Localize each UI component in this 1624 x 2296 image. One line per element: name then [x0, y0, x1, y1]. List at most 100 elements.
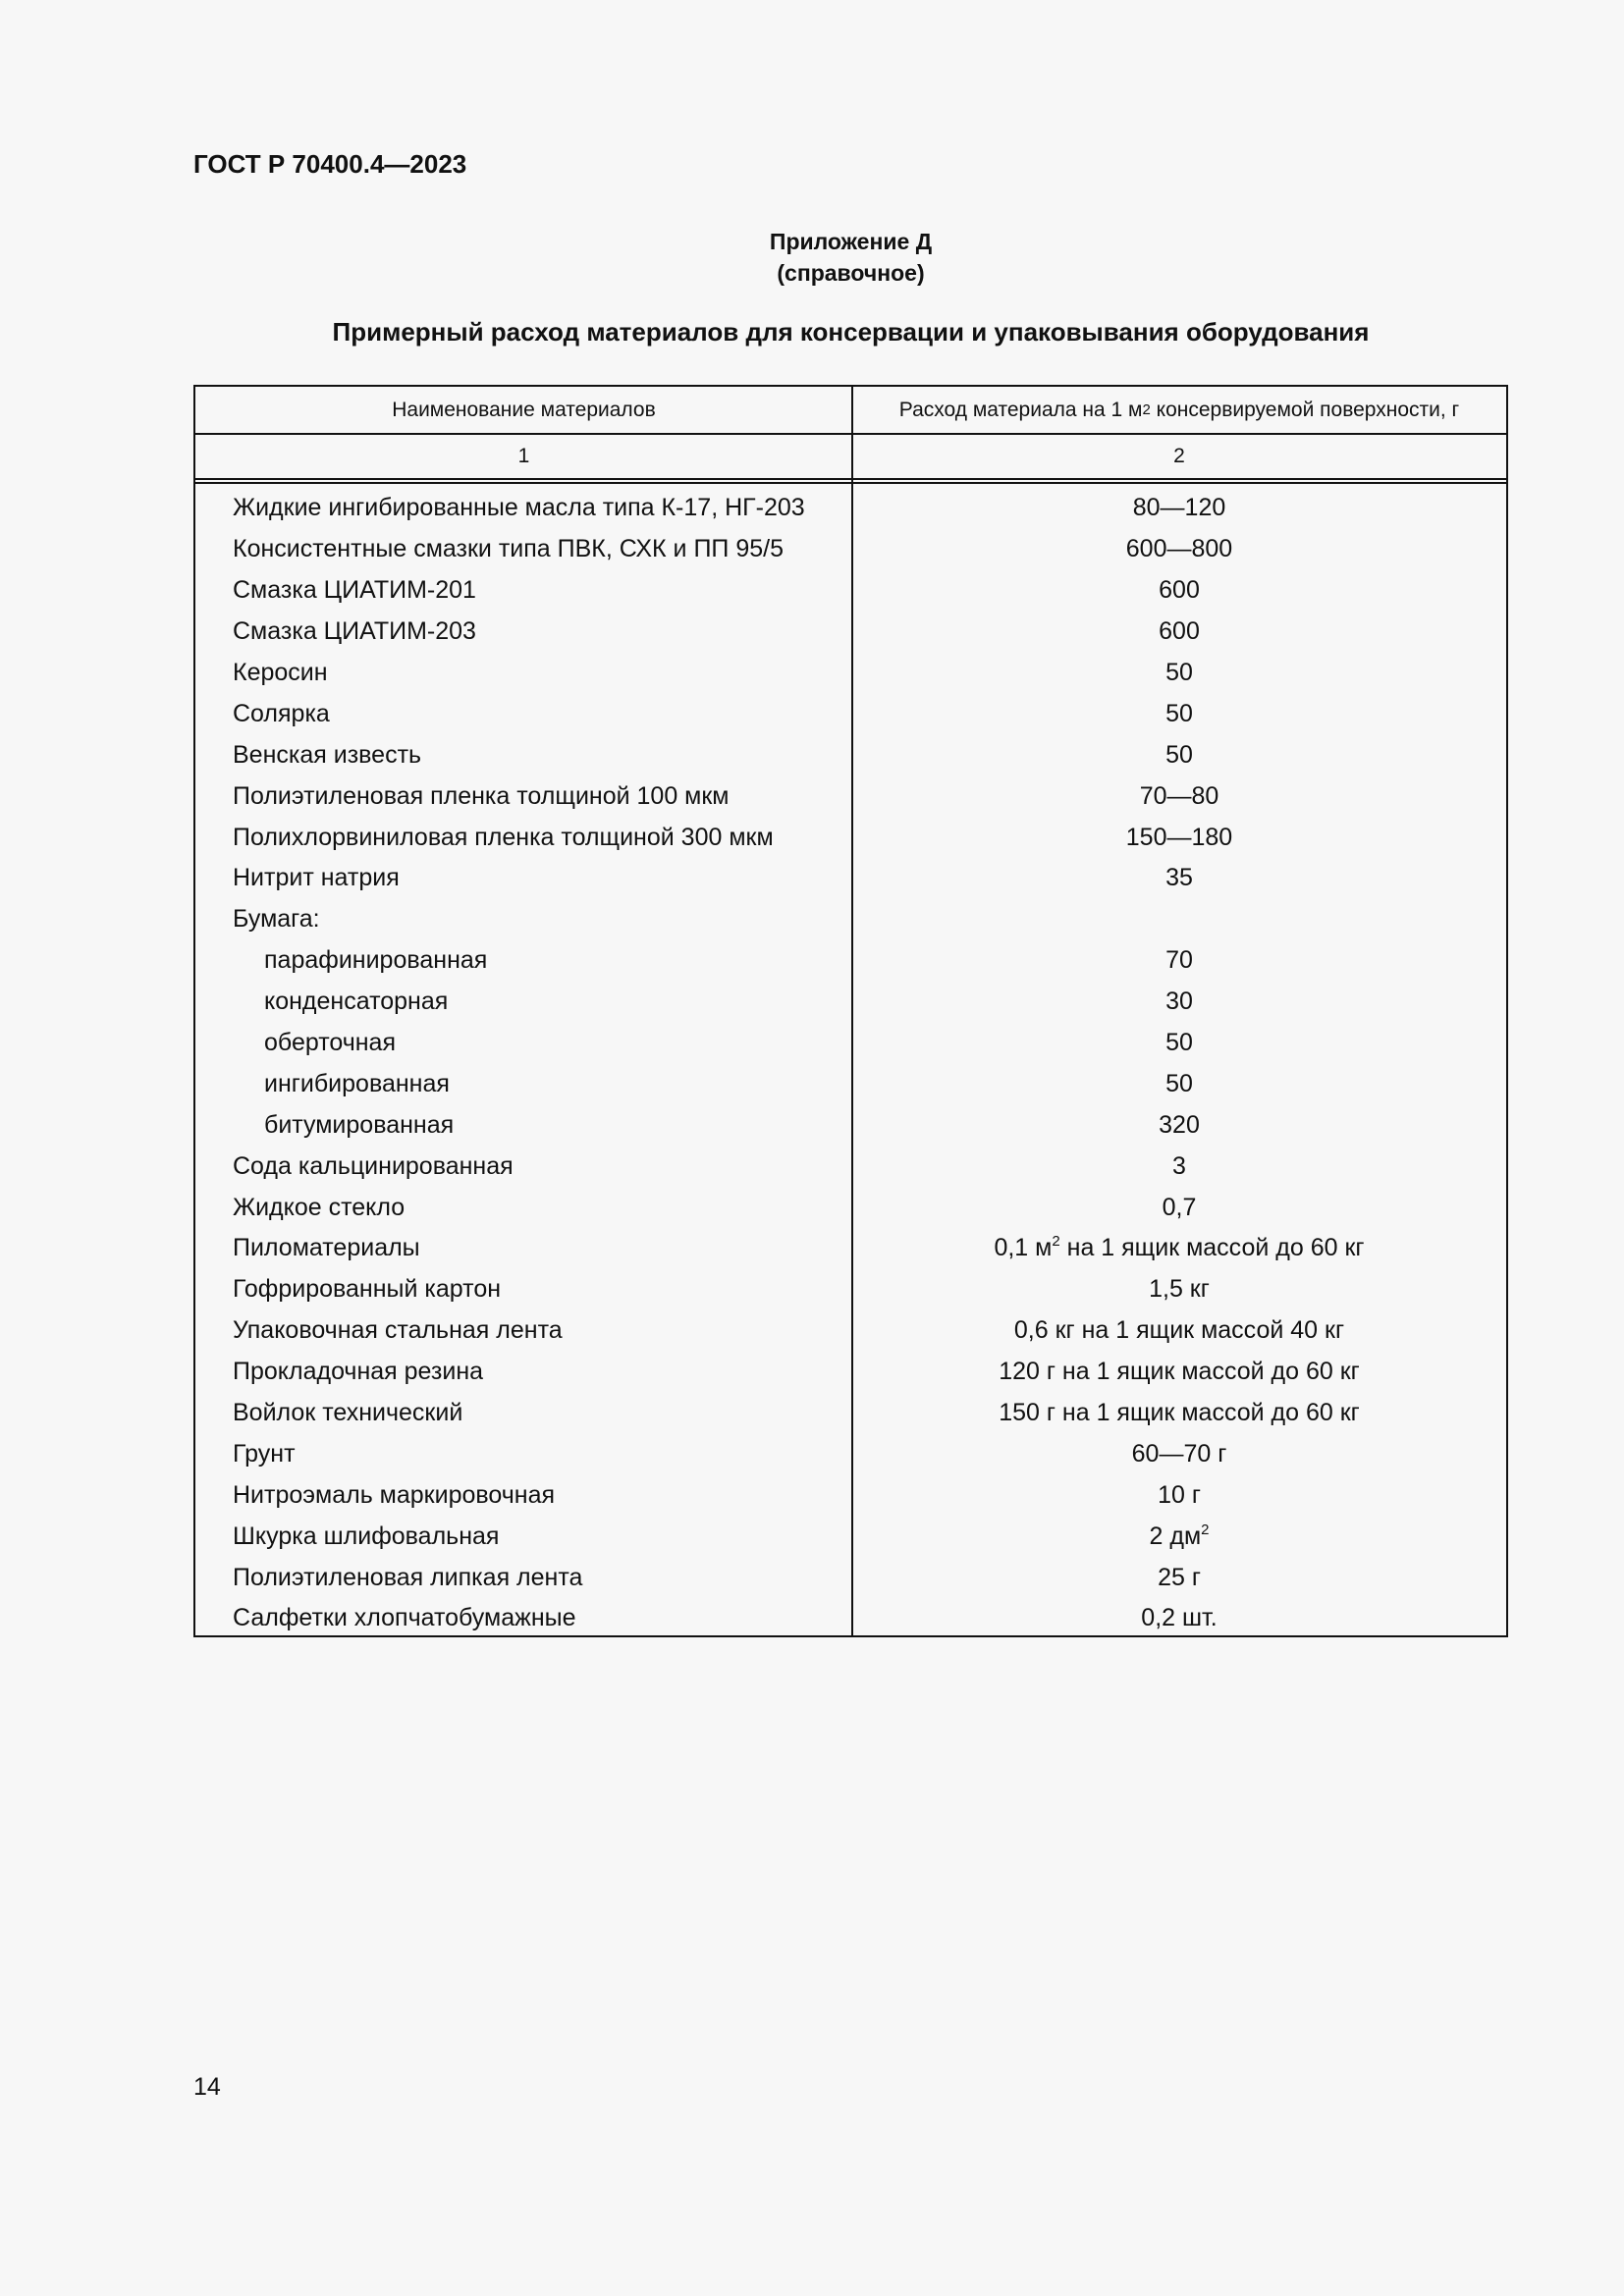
table-row: Гофрированный картон 1,5 кг: [195, 1269, 1506, 1310]
appendix-label: Приложение Д: [769, 229, 933, 254]
value-text: 0,2 шт.: [1141, 1604, 1218, 1632]
document-id: ГОСТ Р 70400.4—2023: [193, 149, 467, 179]
value-text: 25 г: [1158, 1563, 1201, 1591]
table-row: Смазка ЦИАТИМ-201 600: [195, 570, 1506, 612]
column-divider: [851, 387, 853, 1635]
table-row: битумированная 320: [195, 1104, 1506, 1146]
material-consumption: 320: [852, 1111, 1506, 1140]
table-row: конденсаторная 30: [195, 982, 1506, 1023]
material-name: битумированная: [264, 1110, 455, 1139]
material-name: Солярка: [233, 699, 330, 727]
appendix-note: (справочное): [777, 260, 925, 286]
material-consumption: 0,7: [852, 1194, 1506, 1222]
table-row: Жидкое стекло 0,7: [195, 1187, 1506, 1228]
value-text: 3: [1172, 1151, 1186, 1180]
value-text: 0,6 кг на 1 ящик массой 40 кг: [1013, 1316, 1345, 1345]
material-name: Нитроэмаль маркировочная: [233, 1480, 556, 1509]
table-row: Полиэтиленовая липкая лента 25 г: [195, 1557, 1506, 1598]
column-number-1: 1: [517, 445, 530, 467]
material-consumption: 3: [852, 1152, 1506, 1181]
table-row: Полиэтиленовая пленка толщиной 100 мкм 70…: [195, 775, 1506, 817]
material-consumption: 50: [852, 1070, 1506, 1098]
table-row: Керосин 50: [195, 653, 1506, 694]
table-row: Грунт 60—70 г: [195, 1433, 1506, 1474]
value-text: 600: [1159, 576, 1200, 605]
value-sup: 2: [1052, 1233, 1060, 1251]
material-name: Полихлорвиниловая пленка толщиной 300 мк…: [233, 823, 774, 851]
material-name: Консистентные смазки типа ПВК, СХК и ПП …: [233, 535, 784, 563]
header-text: Расход материала на 1 м: [898, 398, 1143, 421]
material-name: Прокладочная резина: [233, 1358, 484, 1386]
column-header-name: Наименование материалов: [392, 398, 656, 421]
value-text: 150—180: [1125, 823, 1233, 851]
table-row: Смазка ЦИАТИМ-203 600: [195, 612, 1506, 653]
table-row: Полихлорвиниловая пленка толщиной 300 мк…: [195, 817, 1506, 858]
material-consumption: 10 г: [852, 1481, 1506, 1510]
value-text: 50: [1165, 699, 1193, 727]
value-text: 1,5 кг: [1149, 1275, 1210, 1304]
value-text: 50: [1165, 659, 1193, 686]
material-consumption: 30: [852, 988, 1506, 1016]
material-consumption: 60—70 г: [852, 1440, 1506, 1468]
material-consumption: 0,2 шт.: [852, 1604, 1506, 1632]
material-name: Смазка ЦИАТИМ-203: [233, 617, 476, 646]
table-row: Упаковочная стальная лента 0,6 кг на 1 ящ…: [195, 1310, 1506, 1352]
material-name: парафинированная: [264, 946, 488, 975]
material-name: оберточная: [264, 1029, 396, 1057]
table-row: Салфетки хлопчатобумажные 0,2 шт.: [195, 1598, 1506, 1639]
material-consumption: 600—800: [852, 535, 1506, 563]
material-name: конденсаторная: [264, 988, 449, 1016]
material-name: Упаковочная стальная лента: [233, 1316, 563, 1345]
column-number-2: 2: [1173, 445, 1185, 467]
table-row: Бумага:: [195, 899, 1506, 940]
value-text: 50: [1165, 1029, 1193, 1057]
value-text: 35: [1165, 864, 1193, 892]
value-text: на 1 ящик массой до 60 кг: [1059, 1234, 1365, 1262]
value-text: 600: [1159, 617, 1200, 646]
material-consumption: 50: [852, 659, 1506, 687]
value-text: 70: [1165, 946, 1193, 975]
appendix-heading: Приложение Д (справочное): [0, 226, 1624, 289]
material-consumption: 50: [852, 741, 1506, 770]
table-row: Войлок технический 150 г на 1 ящик массой…: [195, 1393, 1506, 1434]
value-text: 2 дм: [1149, 1522, 1202, 1550]
table-row: ингибированная 50: [195, 1063, 1506, 1104]
value-text: 150 г на 1 ящик массой до 60 кг: [999, 1399, 1360, 1427]
material-consumption: 150—180: [852, 824, 1506, 852]
table-row: Сода кальцинированная 3: [195, 1146, 1506, 1187]
table-row: Венская известь 50: [195, 734, 1506, 775]
table-row: Нитрит натрия 35: [195, 858, 1506, 899]
table-body: Жидкие ингибированные масла типа К-17, Н…: [195, 488, 1506, 1639]
material-name: Смазка ЦИАТИМ-201: [233, 576, 476, 605]
table-row: Нитроэмаль маркировочная 10 г: [195, 1474, 1506, 1516]
material-name: Полиэтиленовая липкая лента: [233, 1563, 583, 1591]
material-name: Сода кальцинированная: [233, 1151, 514, 1180]
value-text: 120 г на 1 ящик массой до 60 кг: [999, 1358, 1360, 1386]
table-row: Солярка 50: [195, 693, 1506, 734]
value-text: 600—800: [1125, 535, 1233, 563]
material-name: Венская известь: [233, 740, 422, 769]
value-sup: 2: [1201, 1521, 1210, 1538]
material-consumption: 80—120: [852, 494, 1506, 522]
material-name: Жидкие ингибированные масла типа К-17, Н…: [233, 494, 805, 522]
value-text: 10 г: [1158, 1480, 1201, 1509]
table-row: оберточная 50: [195, 1023, 1506, 1064]
material-name: Жидкое стекло: [233, 1193, 406, 1221]
value-text: 60—70 г: [1131, 1439, 1227, 1468]
table-row: Консистентные смазки типа ПВК, СХК и ПП …: [195, 529, 1506, 570]
double-rule: [195, 482, 1506, 484]
table-row: Пиломатериалы 0,1 м2 на 1 ящик массой до …: [195, 1228, 1506, 1269]
materials-table: Наименование материалов Расход материала…: [193, 385, 1508, 1637]
material-consumption: 0,6 кг на 1 ящик массой 40 кг: [852, 1316, 1506, 1345]
material-consumption: 600: [852, 576, 1506, 605]
material-consumption: 50: [852, 1029, 1506, 1057]
material-consumption: 25 г: [852, 1564, 1506, 1592]
material-consumption: 0,1 м2 на 1 ящик массой до 60 кг: [852, 1234, 1506, 1262]
value-text: 50: [1165, 1069, 1193, 1097]
material-name: Салфетки хлопчатобумажные: [233, 1604, 576, 1632]
material-name: Бумага:: [233, 905, 320, 934]
material-name: Нитрит натрия: [233, 864, 400, 892]
value-text: 30: [1165, 988, 1193, 1016]
material-consumption: 1,5 кг: [852, 1275, 1506, 1304]
